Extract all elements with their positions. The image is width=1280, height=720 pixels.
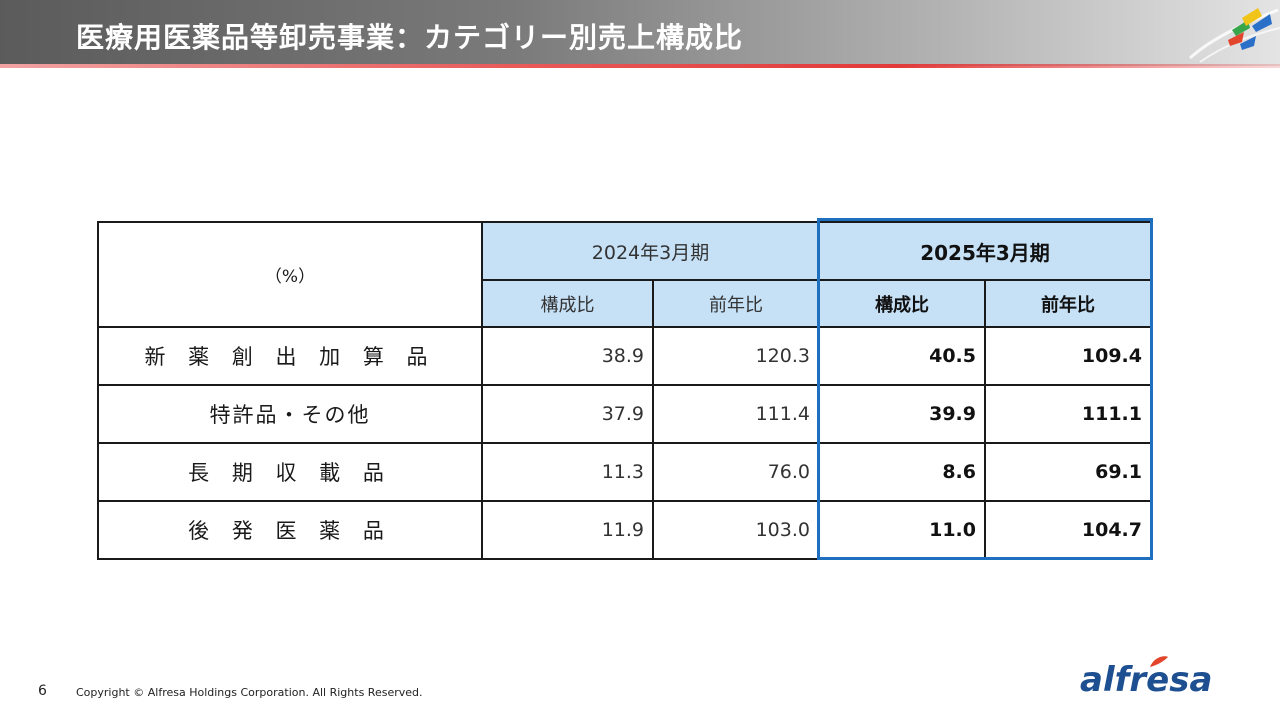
col-header-yoy-2025: 前年比 — [984, 279, 1152, 328]
corner-logo-icon — [1188, 8, 1280, 63]
cell-yoy-2025: 109.4 — [984, 326, 1152, 386]
row-label: 特許品・その他 — [97, 384, 483, 444]
cell-yoy-2025: 69.1 — [984, 442, 1152, 502]
cell-yoy-2024: 103.0 — [652, 500, 820, 560]
cell-share-2025: 11.0 — [818, 500, 986, 560]
row-label: 新 薬 創 出 加 算 品 — [97, 326, 483, 386]
table-row: 特許品・その他 37.9 111.4 39.9 111.1 — [97, 384, 1152, 444]
cell-yoy-2024: 76.0 — [652, 442, 820, 502]
col-header-yoy-2024: 前年比 — [652, 279, 820, 328]
cell-yoy-2024: 111.4 — [652, 384, 820, 444]
alfresa-logo: alfresa — [1080, 660, 1213, 700]
table-row: 長 期 収 載 品 11.3 76.0 8.6 69.1 — [97, 442, 1152, 502]
cell-share-2024: 11.9 — [481, 500, 654, 560]
cell-yoy-2025: 111.1 — [984, 384, 1152, 444]
row-label: 長 期 収 載 品 — [97, 442, 483, 502]
cell-share-2024: 38.9 — [481, 326, 654, 386]
unit-label: （%） — [97, 221, 483, 328]
cell-yoy-2025: 104.7 — [984, 500, 1152, 560]
page-title: 医療用医薬品等卸売事業：カテゴリー別売上構成比 — [76, 21, 744, 54]
header-bar — [0, 0, 1280, 66]
cell-yoy-2024: 120.3 — [652, 326, 820, 386]
cell-share-2024: 37.9 — [481, 384, 654, 444]
col-header-share-2025: 構成比 — [818, 279, 986, 328]
cell-share-2025: 39.9 — [818, 384, 986, 444]
period-header-fy2025: 2025年3月期 — [818, 221, 1152, 281]
cell-share-2025: 40.5 — [818, 326, 986, 386]
header-accent-line — [0, 64, 1280, 68]
col-header-share-2024: 構成比 — [481, 279, 654, 328]
table-row: 後 発 医 薬 品 11.9 103.0 11.0 104.7 — [97, 500, 1152, 560]
cell-share-2025: 8.6 — [818, 442, 986, 502]
category-sales-table: （%） 2024年3月期 2025年3月期 構成比 前年比 構成比 前年比 新 … — [97, 221, 1152, 560]
cell-share-2024: 11.3 — [481, 442, 654, 502]
period-header-fy2024: 2024年3月期 — [481, 221, 820, 281]
row-label: 後 発 医 薬 品 — [97, 500, 483, 560]
logo-leaf-icon — [1150, 656, 1168, 667]
page-number: 6 — [38, 683, 47, 699]
copyright-text: Copyright © Alfresa Holdings Corporation… — [76, 686, 423, 699]
table-row: 新 薬 創 出 加 算 品 38.9 120.3 40.5 109.4 — [97, 326, 1152, 386]
